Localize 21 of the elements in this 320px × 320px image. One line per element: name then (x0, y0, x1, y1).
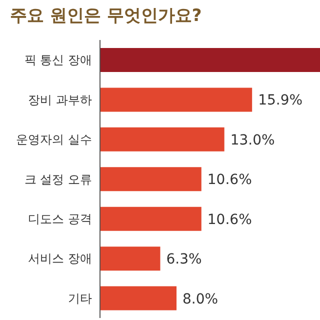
bar (100, 167, 202, 192)
chart-title: 주요 원인은 무엇인가요? (9, 5, 203, 28)
data-label: 10.6% (207, 172, 252, 188)
data-label: 15.9% (258, 92, 303, 109)
y-tick-label: 장비 과부하 (28, 92, 92, 107)
data-label: 8.0% (182, 291, 218, 308)
data-label: 13.0% (230, 132, 275, 148)
y-tick-label: 운영자의 실수 (16, 132, 92, 147)
bar (100, 88, 252, 112)
bar (100, 48, 320, 72)
bar (100, 246, 160, 271)
bar (100, 286, 177, 310)
y-tick-label: 기타 (68, 291, 92, 306)
bar (100, 206, 202, 231)
y-tick-label: 크 설정 오류 (24, 172, 92, 186)
bar (100, 127, 224, 152)
data-label: 10.6% (207, 212, 252, 228)
y-tick-label: 픽 통신 장애 (24, 53, 92, 68)
y-tick-label: 디도스 공격 (28, 212, 92, 226)
y-tick-label: 서비스 장애 (28, 252, 92, 266)
data-label: 6.3% (166, 252, 202, 268)
